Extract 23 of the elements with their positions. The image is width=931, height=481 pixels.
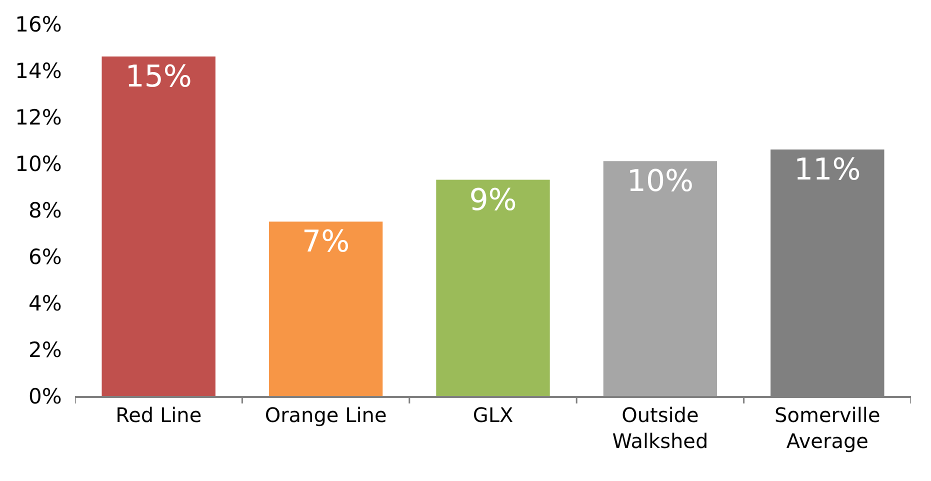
y-tick-label: 12%: [15, 105, 62, 130]
bar: [102, 56, 216, 396]
y-tick-label: 2%: [28, 338, 62, 362]
data-label: 9%: [469, 182, 517, 218]
data-label: 15%: [125, 60, 192, 95]
y-tick-label: 6%: [28, 244, 62, 269]
x-tick-label: Red Line: [116, 402, 202, 427]
x-tick-label: Orange Line: [264, 402, 387, 427]
y-tick-label: 14%: [15, 58, 62, 83]
x-tick-label: Outside Walkshed: [612, 402, 708, 453]
bar: [436, 180, 550, 396]
data-label: 11%: [794, 152, 861, 188]
data-label: 10%: [626, 164, 694, 200]
y-tick-label: 16%: [15, 12, 62, 36]
y-tick-label: 10%: [15, 152, 62, 176]
x-tick-label: Somerville Average: [774, 402, 880, 453]
y-tick-label: 8%: [28, 198, 62, 222]
x-tick-label: GLX: [472, 402, 514, 427]
y-tick-label: 0%: [28, 384, 62, 408]
data-label: 7%: [302, 224, 350, 260]
y-tick-label: 4%: [28, 291, 62, 316]
bar: [603, 161, 718, 396]
bar: [268, 222, 383, 396]
